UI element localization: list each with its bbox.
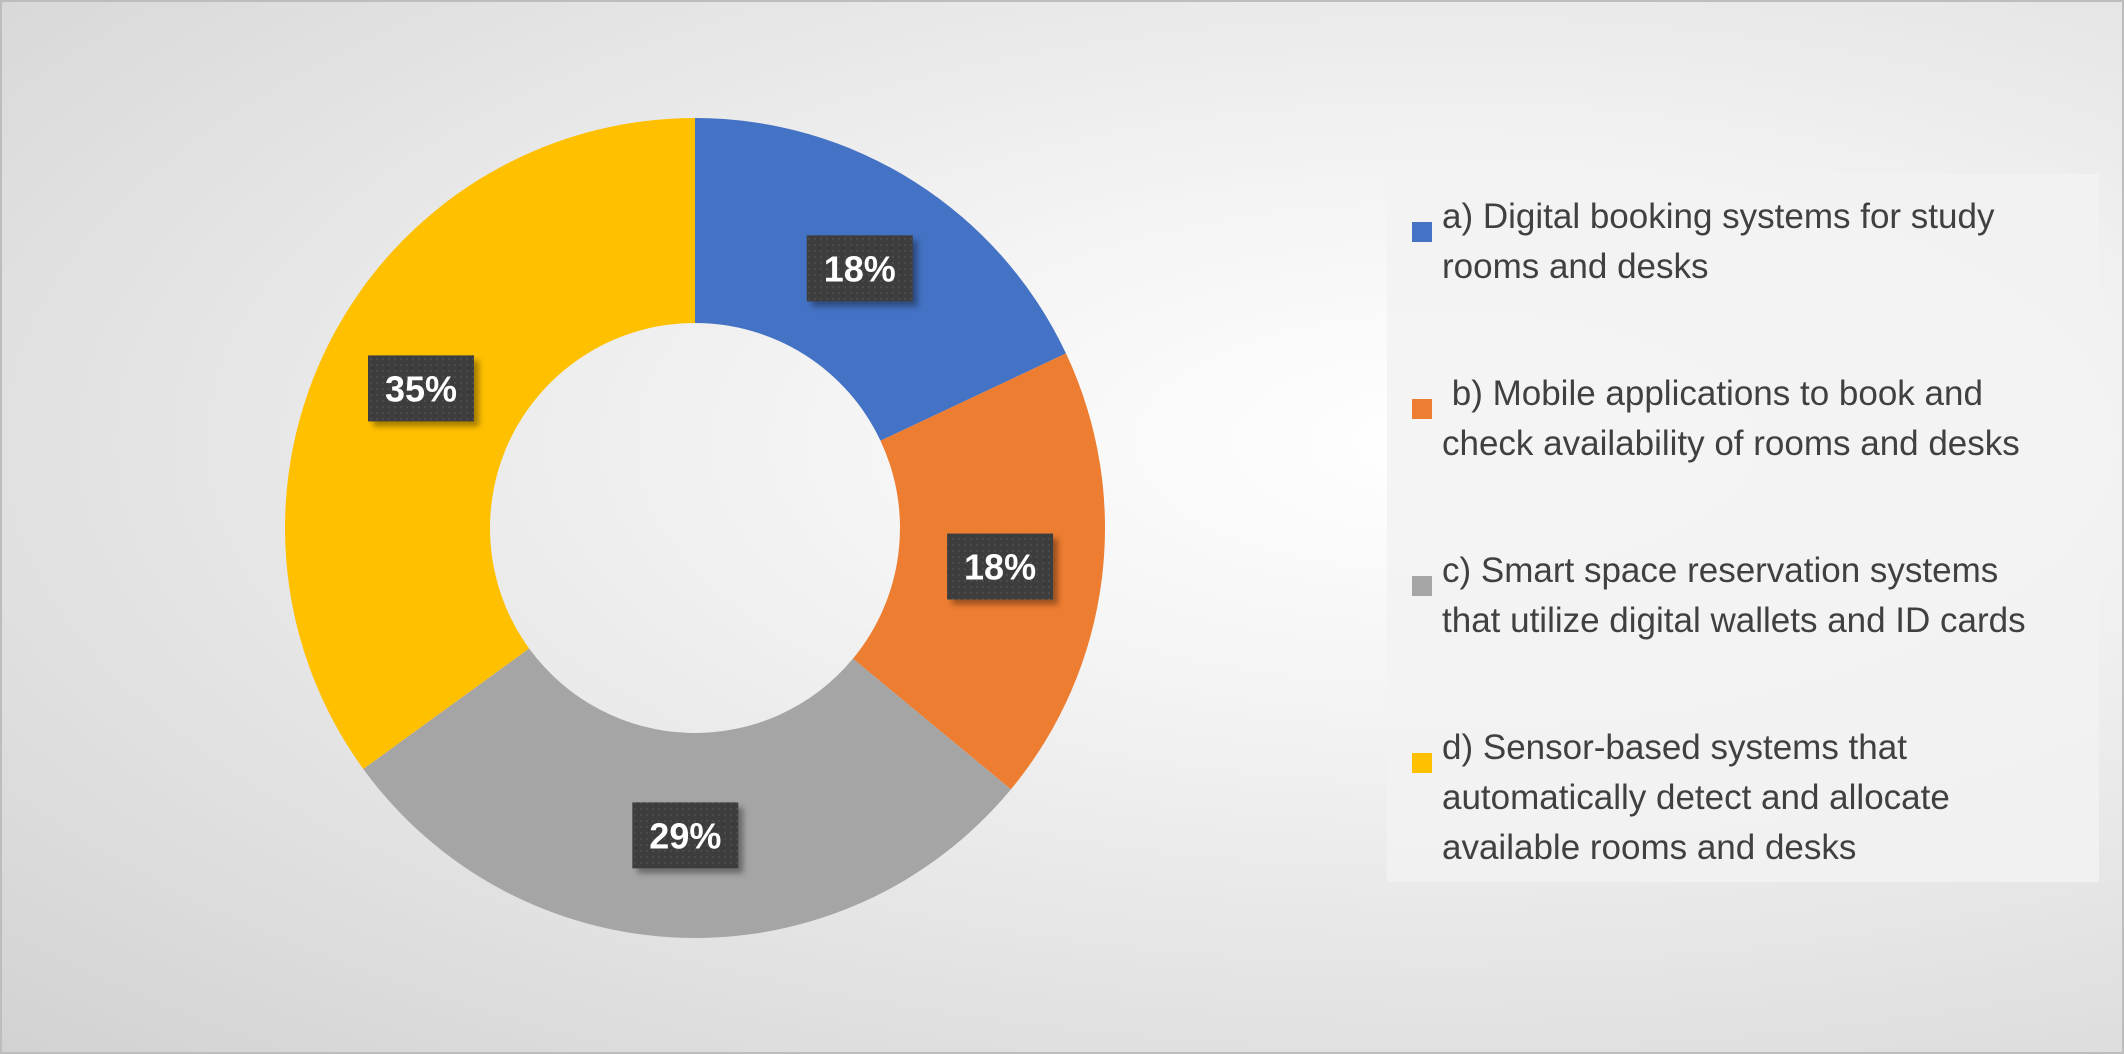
data-label-d: 35% [368,355,475,422]
legend-text-b: b) Mobile applications to book and check… [1442,374,2020,463]
data-label-box-a [806,235,913,302]
legend-swatch-c [1412,576,1432,596]
data-label-c: 29% [632,802,739,869]
legend-text-d: d) Sensor-based systems that automatical… [1442,728,1950,867]
data-label-text-c: 29% [649,815,721,856]
donut-slice-c [363,648,1011,938]
data-label-box-b [947,533,1054,600]
data-label-text-a: 18% [824,248,896,289]
data-label-text-d: 35% [385,368,457,409]
donut-slice-d [285,117,695,769]
legend: a) Digital booking systems for study roo… [1387,174,2099,882]
data-label-box-d [368,355,475,422]
legend-swatch-a [1412,222,1432,242]
legend-swatch-b [1412,399,1432,419]
data-label-b: 18% [947,533,1054,600]
legend-text-c: c) Smart space reservation systems that … [1442,551,2026,640]
legend-swatch-d [1412,753,1432,773]
data-label-text-b: 18% [964,547,1036,588]
data-label-box-c [632,802,739,869]
legend-text-a: a) Digital booking systems for study roo… [1442,197,1995,286]
data-label-a: 18% [806,235,913,302]
